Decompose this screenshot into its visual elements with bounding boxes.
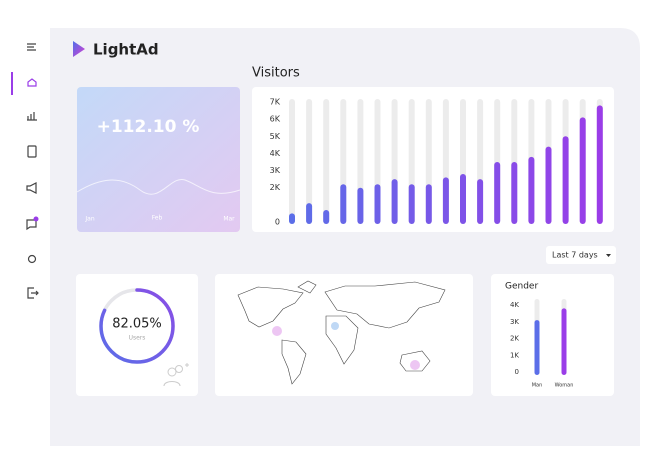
bar (408, 184, 415, 224)
map-hotspot (410, 360, 420, 370)
y-tick-label: 0 (515, 368, 519, 376)
month-label: Feb (152, 215, 163, 222)
growth-wave (76, 179, 241, 195)
bar (562, 136, 569, 224)
bar-track (323, 99, 330, 224)
bar (545, 146, 552, 224)
logo-text: LightAd (93, 41, 159, 59)
period-label[interactable]: Last 7 days (552, 251, 598, 260)
sidebar (11, 43, 39, 299)
y-tick-label: 3K (270, 166, 281, 175)
bar (442, 177, 449, 224)
world-map (237, 280, 446, 385)
bar (511, 162, 518, 224)
bar (425, 184, 432, 224)
y-tick-label: 4K (270, 149, 281, 158)
y-tick-label: 7K (270, 98, 281, 107)
map-hotspot (331, 322, 339, 330)
y-tick-label: 6K (270, 115, 281, 124)
bar (579, 117, 586, 224)
month-label: Jan (84, 216, 94, 223)
bar (323, 210, 330, 224)
message-icon[interactable] (26, 219, 37, 231)
map-card (215, 274, 473, 396)
dropdown-arrow[interactable] (606, 254, 611, 257)
visitors-title: Visitors (252, 66, 300, 81)
month-label: Mar (223, 216, 235, 223)
y-tick-label: 3K (510, 318, 519, 326)
campaign-icon[interactable] (26, 182, 37, 194)
bar (477, 179, 484, 224)
menu-icon[interactable] (27, 43, 36, 51)
y-tick-label: 2K (270, 183, 281, 192)
users-progress (99, 288, 175, 364)
logout-icon[interactable] (27, 287, 39, 299)
map-hotspot (272, 326, 282, 336)
notification-dot (33, 216, 39, 222)
users-label: Users (129, 335, 146, 342)
bar (289, 213, 295, 224)
settings-icon[interactable] (27, 254, 37, 264)
growth-value: +112.10 % (97, 117, 200, 137)
gender-card (491, 274, 614, 396)
bar (357, 187, 364, 224)
category-label: Man (532, 383, 543, 389)
logo-icon (73, 41, 85, 57)
bar (528, 156, 535, 224)
bar (460, 174, 466, 224)
y-tick-label: 0 (275, 218, 280, 227)
y-tick-label: 2K (510, 335, 519, 343)
report-icon[interactable] (27, 145, 37, 158)
bar (534, 320, 540, 375)
bar-track (289, 99, 295, 224)
bar (596, 105, 603, 224)
category-label: Woman (555, 383, 574, 389)
bar (374, 184, 381, 224)
stats-icon[interactable] (27, 112, 37, 121)
users-value: 82.05% (112, 317, 162, 332)
users-icon (163, 363, 189, 387)
home-icon[interactable] (27, 78, 37, 87)
growth-card (77, 87, 240, 232)
gender-title: Gender (505, 282, 538, 292)
y-tick-label: 1K (510, 351, 519, 359)
bar (494, 162, 501, 224)
y-tick-label: 5K (270, 132, 281, 141)
bar (306, 203, 313, 224)
bar (391, 179, 398, 224)
bar (561, 308, 567, 375)
y-tick-label: 4K (510, 301, 519, 309)
period-dropdown[interactable] (546, 246, 616, 264)
bar-track (306, 99, 313, 224)
bar (340, 184, 347, 224)
